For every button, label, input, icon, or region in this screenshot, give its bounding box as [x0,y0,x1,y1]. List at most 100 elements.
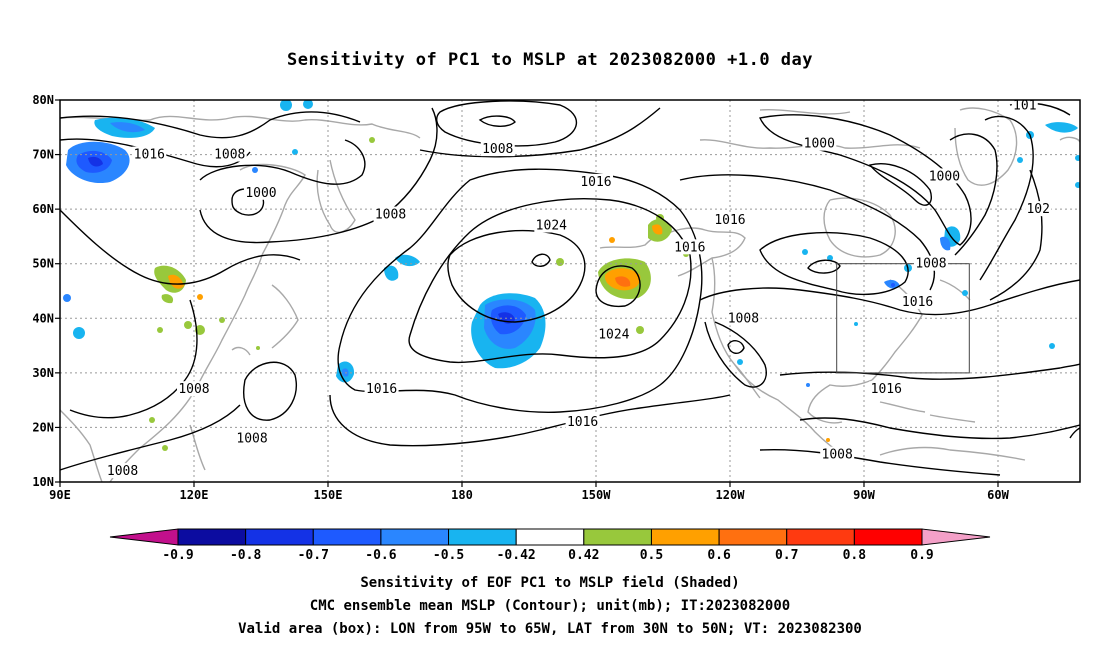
contour-label: 101 [1013,98,1036,113]
lon-label: 120E [180,488,209,502]
lon-label: 60W [987,488,1009,502]
colorbar-box [245,528,314,546]
colorbar-label: 0.9 [910,548,933,563]
contour-label: 1008 [728,311,759,326]
colorbar-low-triangle [109,528,179,546]
lat-label: 50N [32,257,54,271]
contour-label-bg [243,184,278,200]
colorbar-label: 0.7 [775,548,798,563]
longitude-axis: 90E 120E 150E 180 150W 120W 90W 60W [49,482,1010,502]
colorbar-label: 0.5 [640,548,663,563]
lon-label: 150E [314,488,343,502]
sensitivity-shading [63,100,1080,451]
contour-label: 1016 [871,382,902,397]
contour-label-bg [672,239,707,255]
lon-label: 150W [582,488,612,502]
lat-label: 60N [32,202,54,216]
contour-label: 1008 [482,142,513,157]
contour-label-bg [726,310,761,326]
contour-label: 1008 [375,208,406,223]
lon-label: 180 [451,488,473,502]
contour-label-bg [364,381,399,397]
contour-label: 1016 [674,240,705,255]
contour-label-bg [373,206,408,222]
contour-label: 1016 [714,213,745,228]
lon-label: 120W [716,488,746,502]
lat-label: 30N [32,366,54,380]
colorbar-label: 0.6 [707,548,731,563]
contour-label: 1000 [929,169,960,184]
contour-label-bg [596,326,631,342]
contour-label-bg [212,146,247,162]
colorbar: -0.9 -0.8 -0.7 -0.6 -0.5 -0.42 0.42 0.5 0.6 0.7 0.… [109,528,991,563]
lat-label: 20N [32,420,54,434]
contour-label-bg [927,168,962,184]
contour-label: 1008 [107,464,138,479]
colorbar-box [718,528,788,546]
contour-label: 1016 [567,415,598,430]
contour-labels: 1016 1008 1000 1008 1008 1016 1024 1016 1016 1000… [105,97,1052,479]
colorbar-box [515,528,585,546]
contour-label: 1008 [915,257,946,272]
lon-label: 90W [853,488,875,502]
contour-label-bg [1011,97,1038,113]
contour-label: 1008 [236,431,267,446]
lat-label: 80N [32,93,54,107]
colorbar-box [448,528,517,546]
contour-label-bg [900,293,935,309]
contour-label-bg [176,381,211,397]
contour-label: 1000 [804,137,835,152]
contour-label-bg [712,212,747,228]
contour-label: 1024 [536,219,567,234]
footer-line-3: Valid area (box): LON from 95W to 65W, L… [238,621,862,637]
colorbar-box [312,528,382,546]
contour-label: 1008 [822,448,853,463]
colorbar-label: -0.7 [298,548,329,563]
contour-label-bg [578,173,613,189]
colorbar-box [583,528,652,546]
valid-area-box [836,263,970,374]
latitude-axis: 80N 70N 60N 50N 40N 30N 20N 10N [32,93,60,489]
colorbar-box [177,528,247,546]
lon-label: 90E [49,488,71,502]
contour-label: 102 [1026,202,1049,217]
contour-label: 1016 [134,148,165,163]
colorbar-high-triangle [921,528,991,546]
contour-label: 1000 [245,186,276,201]
colorbar-label: 0.42 [568,548,599,563]
contour-label: 1016 [902,295,933,310]
contour-label-bg [869,381,904,397]
contour-label: 1016 [580,175,611,190]
footer-line-2: CMC ensemble mean MSLP (Contour); unit(m… [309,598,791,614]
footer-line-1: Sensitivity of EOF PC1 to MSLP field (Sh… [360,575,740,591]
colorbar-label: -0.9 [162,548,193,563]
mslp-contours [60,100,1080,476]
map-title: Sensitivity of PC1 to MSLP at 2023082000… [286,50,813,70]
contour-label-bg [105,463,140,479]
lat-label: 40N [32,311,54,325]
contour-label-bg [1025,201,1052,217]
contour-label-bg [820,446,855,462]
contour-label: 1024 [598,328,629,343]
colorbar-label: -0.5 [433,548,464,563]
contour-label-bg [132,146,167,162]
lat-label: 70N [32,148,54,162]
colorbar-label: -0.8 [230,548,261,563]
contour-label-bg [802,135,837,151]
contour-label: 1008 [214,148,245,163]
colorbar-label: -0.6 [365,548,396,563]
contour-label-bg [534,217,569,233]
contour-label-bg [480,141,515,157]
contour-label-bg [913,255,948,271]
colorbar-box [380,528,450,546]
colorbar-box [853,528,923,546]
colorbar-box [650,528,720,546]
colorbar-label: 0.8 [843,548,867,563]
lat-label: 10N [32,475,54,489]
colorbar-label: -0.42 [497,548,536,563]
map-frame [59,99,1081,483]
contour-label: 1016 [366,382,397,397]
colorbar-box [786,528,855,546]
contour-label-bg [235,430,270,446]
